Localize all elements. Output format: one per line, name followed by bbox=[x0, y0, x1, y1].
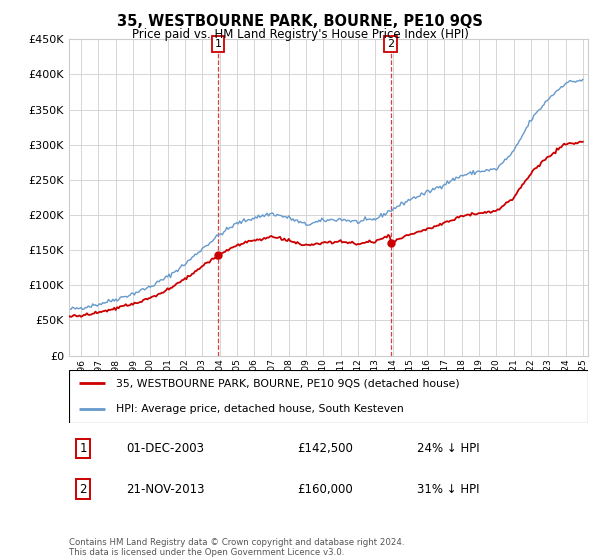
Text: 35, WESTBOURNE PARK, BOURNE, PE10 9QS: 35, WESTBOURNE PARK, BOURNE, PE10 9QS bbox=[117, 14, 483, 29]
Text: 2: 2 bbox=[79, 483, 87, 496]
Text: 21-NOV-2013: 21-NOV-2013 bbox=[126, 483, 205, 496]
Text: Contains HM Land Registry data © Crown copyright and database right 2024.
This d: Contains HM Land Registry data © Crown c… bbox=[69, 538, 404, 557]
Text: 35, WESTBOURNE PARK, BOURNE, PE10 9QS (detached house): 35, WESTBOURNE PARK, BOURNE, PE10 9QS (d… bbox=[116, 379, 460, 389]
Text: £160,000: £160,000 bbox=[298, 483, 353, 496]
Text: 31% ↓ HPI: 31% ↓ HPI bbox=[417, 483, 479, 496]
Text: Price paid vs. HM Land Registry's House Price Index (HPI): Price paid vs. HM Land Registry's House … bbox=[131, 28, 469, 41]
Text: 2: 2 bbox=[387, 39, 394, 49]
Text: 1: 1 bbox=[215, 39, 221, 49]
Text: 01-DEC-2003: 01-DEC-2003 bbox=[126, 442, 204, 455]
Text: HPI: Average price, detached house, South Kesteven: HPI: Average price, detached house, Sout… bbox=[116, 404, 403, 414]
Text: 1: 1 bbox=[79, 442, 87, 455]
Text: 24% ↓ HPI: 24% ↓ HPI bbox=[417, 442, 479, 455]
Text: £142,500: £142,500 bbox=[298, 442, 353, 455]
